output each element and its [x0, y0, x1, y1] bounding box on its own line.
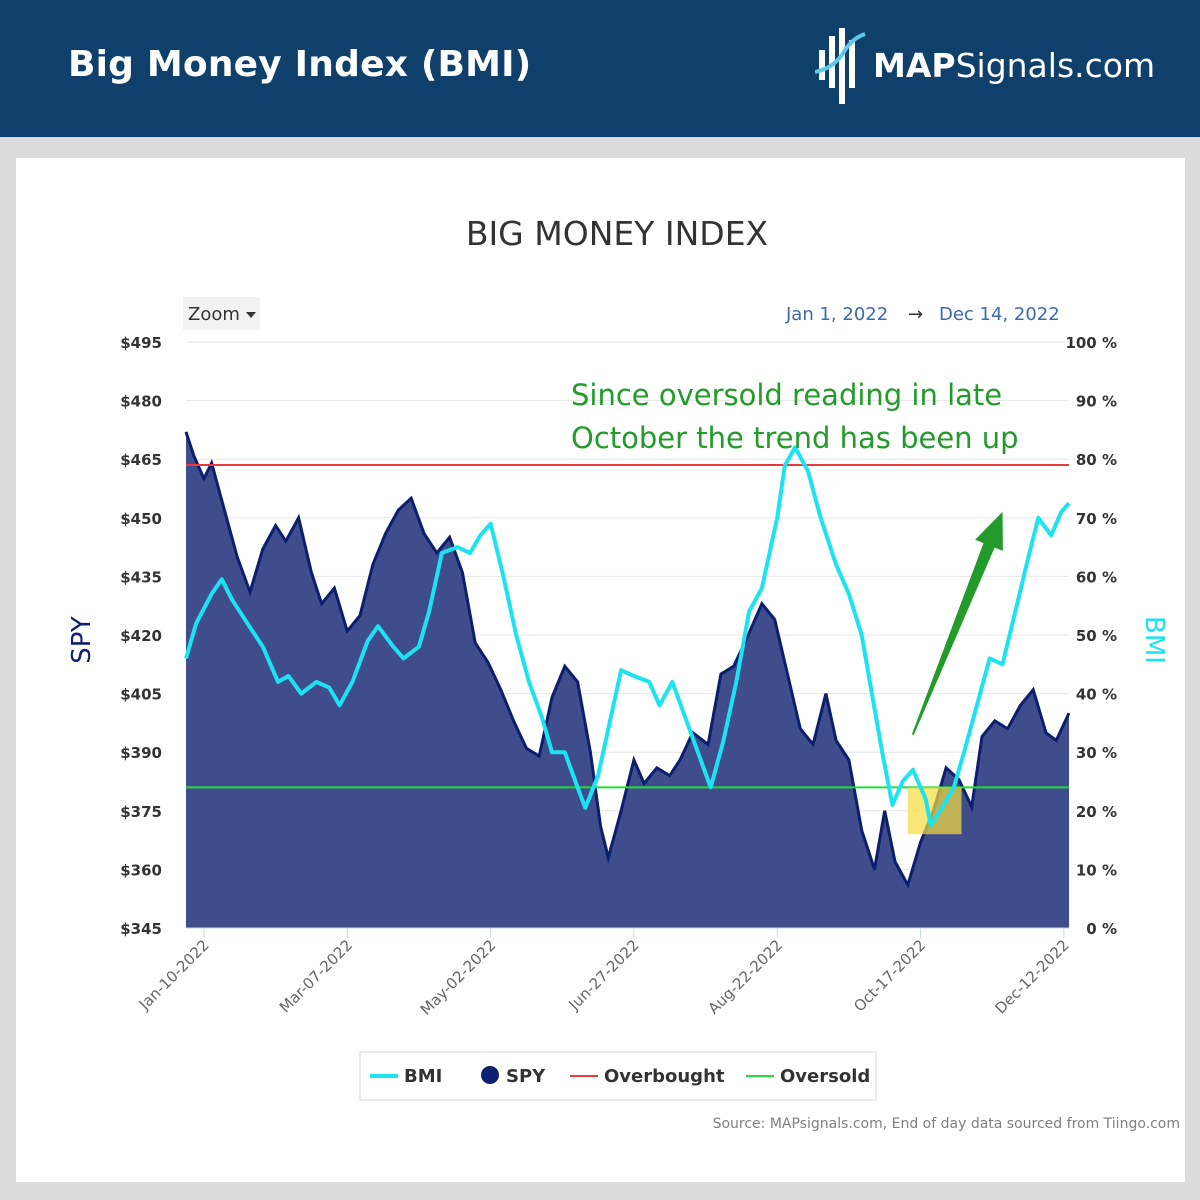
legend-label: BMI — [404, 1066, 442, 1087]
mapsignals-logo: MAPSignals.com — [815, 28, 1175, 108]
y-left-tick-label: $375 — [120, 803, 162, 821]
legend-box — [359, 1051, 877, 1101]
zoom-label: Zoom — [188, 304, 240, 325]
y-right-tick-label: 0 % — [1086, 920, 1117, 938]
legend-label: Oversold — [780, 1066, 870, 1087]
trend-arrow-icon — [911, 511, 1003, 735]
x-tick-label: Jun-27-2022 — [565, 936, 643, 1014]
y-right-tick-label: 20 % — [1076, 803, 1117, 821]
page-header: Big Money Index (BMI) MAPSignals.com — [0, 0, 1200, 137]
x-tick-label: May-02-2022 — [417, 936, 500, 1019]
spy-series — [184, 431, 1071, 928]
y-left-tick-label: $405 — [120, 686, 162, 704]
legend-label: Overbought — [604, 1066, 725, 1087]
y-right-tick-label: 100 % — [1065, 334, 1117, 352]
legend-symbol-dot — [481, 1066, 499, 1084]
range-from: Jan 1, 2022 — [785, 304, 888, 325]
zoom-button[interactable]: Zoom — [183, 297, 260, 330]
y-left-tick-label: $360 — [120, 861, 162, 879]
trend-annotation: Since oversold reading in late October th… — [571, 378, 1019, 735]
annotation-text: October the trend has been up — [571, 421, 1019, 455]
logo-wordmark: MAPSignals.com — [873, 46, 1156, 85]
y-right-tick-label: 60 % — [1076, 568, 1117, 586]
x-tick-label: Jan-10-2022 — [135, 936, 213, 1014]
caret-down-icon — [246, 312, 256, 318]
bars-logo-icon — [815, 28, 866, 104]
spy-line — [184, 431, 1071, 889]
bmi-line — [184, 445, 1071, 828]
y-right-axis-label: BMI — [1139, 616, 1169, 664]
x-tick-label: Oct-17-2022 — [850, 936, 929, 1015]
y-left-tick-label: $420 — [120, 627, 162, 645]
range-to: Dec 14, 2022 — [939, 304, 1060, 325]
date-range-display: Jan 1, 2022 → Dec 14, 2022 — [785, 304, 1060, 325]
legend-label: SPY — [506, 1066, 546, 1087]
y-left-tick-label: $450 — [120, 510, 162, 528]
y-right-tick-label: 50 % — [1076, 627, 1117, 645]
y-left-tick-label: $390 — [120, 744, 162, 762]
y-right-tick-label: 70 % — [1076, 510, 1117, 528]
chart-legend: BMI SPY Overbought Oversold — [359, 1051, 877, 1101]
y-right-tick-label: 40 % — [1076, 686, 1117, 704]
spy-area-fill — [186, 431, 1069, 928]
y-left-tick-label: $435 — [120, 568, 162, 586]
highlight-box — [907, 787, 962, 835]
x-tick-label: Mar-07-2022 — [276, 936, 356, 1016]
x-tick-label: Dec-12-2022 — [991, 936, 1072, 1017]
y-left-tick-label: $495 — [120, 334, 162, 352]
y-right-tick-label: 10 % — [1076, 861, 1117, 879]
y-left-tick-label: $480 — [120, 393, 162, 411]
bmi-series — [184, 445, 1071, 828]
source-note: Source: MAPsignals.com, End of day data … — [712, 1116, 1180, 1132]
y-right-tick-label: 90 % — [1076, 393, 1117, 411]
chart-title: BIG MONEY INDEX — [466, 214, 768, 253]
y-right-tick-label: 80 % — [1076, 451, 1117, 469]
y-left-tick-label: $345 — [120, 920, 162, 938]
x-tick-label: Aug-22-2022 — [704, 936, 786, 1018]
y-left-tick-label: $465 — [120, 451, 162, 469]
y-right-tick-label: 30 % — [1076, 744, 1117, 762]
y-left-axis-label: SPY — [67, 616, 97, 664]
annotation-text: Since oversold reading in late — [571, 378, 1002, 412]
range-arrow: → — [908, 304, 923, 325]
page-title: Big Money Index (BMI) — [68, 44, 532, 85]
oversold-highlight — [907, 787, 962, 835]
